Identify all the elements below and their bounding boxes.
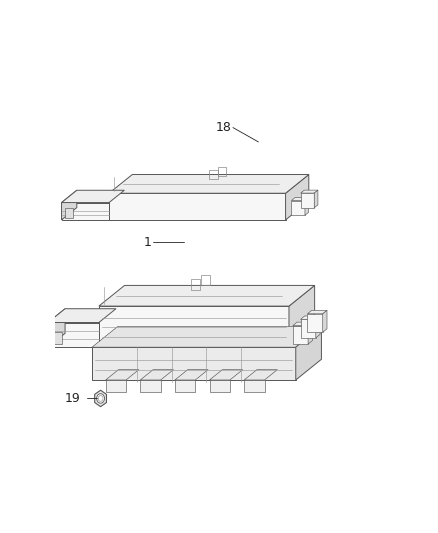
Polygon shape [106, 369, 139, 380]
Polygon shape [109, 174, 309, 193]
Polygon shape [99, 285, 314, 306]
Polygon shape [61, 190, 124, 203]
Polygon shape [291, 198, 309, 200]
Polygon shape [99, 306, 289, 347]
Polygon shape [92, 326, 321, 347]
Polygon shape [61, 203, 109, 220]
Polygon shape [300, 316, 320, 319]
Polygon shape [308, 322, 312, 344]
Text: 18: 18 [215, 121, 231, 134]
Polygon shape [307, 314, 323, 332]
Polygon shape [48, 322, 99, 347]
Polygon shape [175, 380, 195, 392]
Polygon shape [289, 285, 314, 347]
Polygon shape [286, 174, 309, 220]
Circle shape [97, 394, 105, 403]
Polygon shape [300, 190, 318, 193]
Polygon shape [323, 310, 327, 332]
Polygon shape [48, 309, 65, 347]
Polygon shape [209, 369, 243, 380]
Polygon shape [175, 369, 208, 380]
Polygon shape [140, 369, 173, 380]
Polygon shape [314, 190, 318, 208]
Polygon shape [244, 369, 277, 380]
Text: 19: 19 [64, 392, 80, 405]
Polygon shape [92, 347, 296, 380]
Polygon shape [307, 310, 327, 314]
Polygon shape [51, 332, 61, 344]
Polygon shape [293, 326, 308, 344]
Polygon shape [296, 326, 321, 380]
Polygon shape [316, 316, 320, 338]
Polygon shape [305, 198, 309, 215]
Polygon shape [109, 193, 286, 220]
Polygon shape [48, 309, 116, 322]
Polygon shape [293, 322, 312, 326]
Polygon shape [95, 390, 106, 407]
Polygon shape [209, 380, 230, 392]
Polygon shape [140, 380, 161, 392]
Polygon shape [300, 319, 316, 338]
Polygon shape [244, 380, 265, 392]
Polygon shape [65, 207, 74, 218]
Polygon shape [61, 190, 77, 220]
Polygon shape [291, 200, 305, 215]
Polygon shape [300, 193, 314, 208]
Text: 1: 1 [144, 236, 152, 249]
Polygon shape [106, 380, 126, 392]
